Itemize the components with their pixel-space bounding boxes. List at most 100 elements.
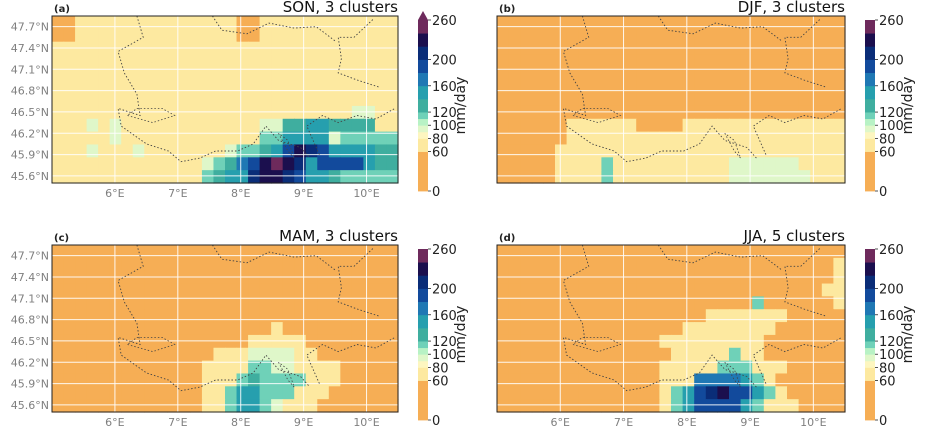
axes-frame bbox=[496, 15, 846, 184]
heatmap-cell bbox=[566, 322, 579, 336]
heatmap-cell bbox=[294, 309, 307, 323]
heatmap-cell bbox=[694, 54, 707, 68]
heatmap-cell bbox=[798, 386, 811, 400]
heatmap-cell bbox=[213, 93, 226, 107]
heatmap-cell bbox=[531, 360, 544, 375]
heatmap-cell bbox=[705, 54, 718, 68]
heatmap-cell bbox=[717, 257, 730, 272]
heatmap-cell bbox=[798, 245, 811, 259]
heatmap-cell bbox=[363, 157, 376, 171]
colorbar-segment bbox=[865, 360, 875, 368]
heatmap-cell bbox=[787, 347, 800, 362]
heatmap-cell bbox=[566, 309, 579, 323]
heatmap-cell bbox=[752, 386, 765, 400]
heatmap-cell bbox=[566, 296, 579, 310]
heatmap-cell bbox=[636, 360, 649, 375]
heatmap-cell bbox=[497, 144, 510, 158]
heatmap-cell bbox=[178, 118, 191, 133]
heatmap-cell bbox=[775, 28, 788, 43]
heatmap-cell bbox=[305, 157, 318, 171]
heatmap-cell bbox=[613, 283, 626, 297]
y-tick-label: 47.4°N bbox=[11, 271, 49, 284]
heatmap-cell bbox=[248, 131, 261, 146]
heatmap-cell bbox=[271, 93, 284, 107]
heatmap-cell bbox=[543, 360, 556, 375]
heatmap-cell bbox=[178, 80, 191, 94]
heatmap-cell bbox=[555, 245, 568, 259]
heatmap-cell bbox=[282, 386, 295, 400]
country-border bbox=[306, 108, 396, 155]
heatmap-cell bbox=[752, 257, 765, 272]
heatmap-cell bbox=[144, 245, 157, 259]
heatmap-cell bbox=[86, 257, 99, 272]
heatmap-cell bbox=[705, 245, 718, 259]
country-border bbox=[117, 244, 311, 392]
heatmap-cell bbox=[729, 28, 742, 43]
heatmap-cell bbox=[659, 347, 672, 362]
y-tick-label: 45.9°N bbox=[11, 149, 49, 162]
heatmap-cell bbox=[155, 157, 168, 171]
heatmap-cell bbox=[775, 360, 788, 375]
heatmap-cell bbox=[589, 170, 602, 184]
heatmap-cell bbox=[236, 67, 249, 81]
heatmap-cell bbox=[624, 80, 637, 94]
heatmap-cell bbox=[271, 105, 284, 120]
heatmap-cell bbox=[613, 322, 626, 336]
colorbar-extend-arrow bbox=[418, 11, 428, 20]
heatmap-cell bbox=[52, 399, 65, 413]
heatmap-cell bbox=[705, 144, 718, 158]
heatmap-cell bbox=[798, 283, 811, 297]
heatmap-cell bbox=[351, 386, 364, 400]
heatmap-cell bbox=[613, 360, 626, 375]
heatmap-cell bbox=[659, 322, 672, 336]
heatmap-cell bbox=[729, 144, 742, 158]
heatmap-cell bbox=[305, 283, 318, 297]
heatmap-cell bbox=[555, 170, 568, 184]
heatmap-cell bbox=[647, 360, 660, 375]
heatmap-cell bbox=[752, 144, 765, 158]
heatmap-cell bbox=[833, 296, 846, 310]
heatmap-cell bbox=[52, 386, 65, 400]
heatmap-cell bbox=[717, 322, 730, 336]
heatmap-cell bbox=[705, 16, 718, 30]
heatmap-cell bbox=[740, 347, 753, 362]
heatmap-cell bbox=[798, 54, 811, 68]
heatmap-cell bbox=[717, 283, 730, 297]
heatmap-cell bbox=[497, 118, 510, 133]
colorbar-segment bbox=[865, 262, 875, 276]
heatmap-cell bbox=[98, 105, 111, 120]
heatmap-cell bbox=[821, 54, 834, 68]
heatmap-cell bbox=[201, 347, 215, 362]
heatmap-cell bbox=[259, 80, 272, 94]
heatmap-cell bbox=[282, 80, 295, 94]
heatmap-cell bbox=[351, 334, 364, 349]
heatmap-cell bbox=[578, 67, 591, 81]
heatmap-cell bbox=[294, 93, 307, 107]
heatmap-cell bbox=[775, 322, 788, 336]
heatmap-cell bbox=[508, 386, 521, 400]
heatmap-cell bbox=[497, 309, 510, 323]
heatmap-cell bbox=[386, 16, 399, 30]
heatmap-cell bbox=[236, 54, 249, 68]
heatmap-cell bbox=[317, 144, 330, 158]
heatmap-cell bbox=[121, 322, 134, 336]
x-tick-label: 8°E bbox=[677, 416, 696, 429]
colorbar-segment bbox=[418, 380, 428, 421]
heatmap-cell bbox=[833, 386, 846, 400]
colorbar-tick-label: 160 bbox=[432, 80, 457, 95]
heatmap-cell bbox=[729, 296, 742, 310]
heatmap-cell bbox=[271, 67, 284, 81]
heatmap-cell bbox=[578, 322, 591, 336]
heatmap-cell bbox=[305, 54, 318, 68]
heatmap-cell bbox=[213, 131, 226, 146]
colorbar-segment bbox=[865, 341, 875, 349]
heatmap-cell bbox=[328, 67, 341, 81]
heatmap-cell bbox=[729, 118, 742, 133]
heatmap-cell bbox=[351, 245, 364, 259]
country-border bbox=[562, 15, 757, 163]
heatmap-cell bbox=[601, 322, 614, 336]
heatmap-cell bbox=[121, 245, 134, 259]
heatmap-cell bbox=[555, 296, 568, 310]
panel-label: (c) bbox=[54, 233, 69, 244]
